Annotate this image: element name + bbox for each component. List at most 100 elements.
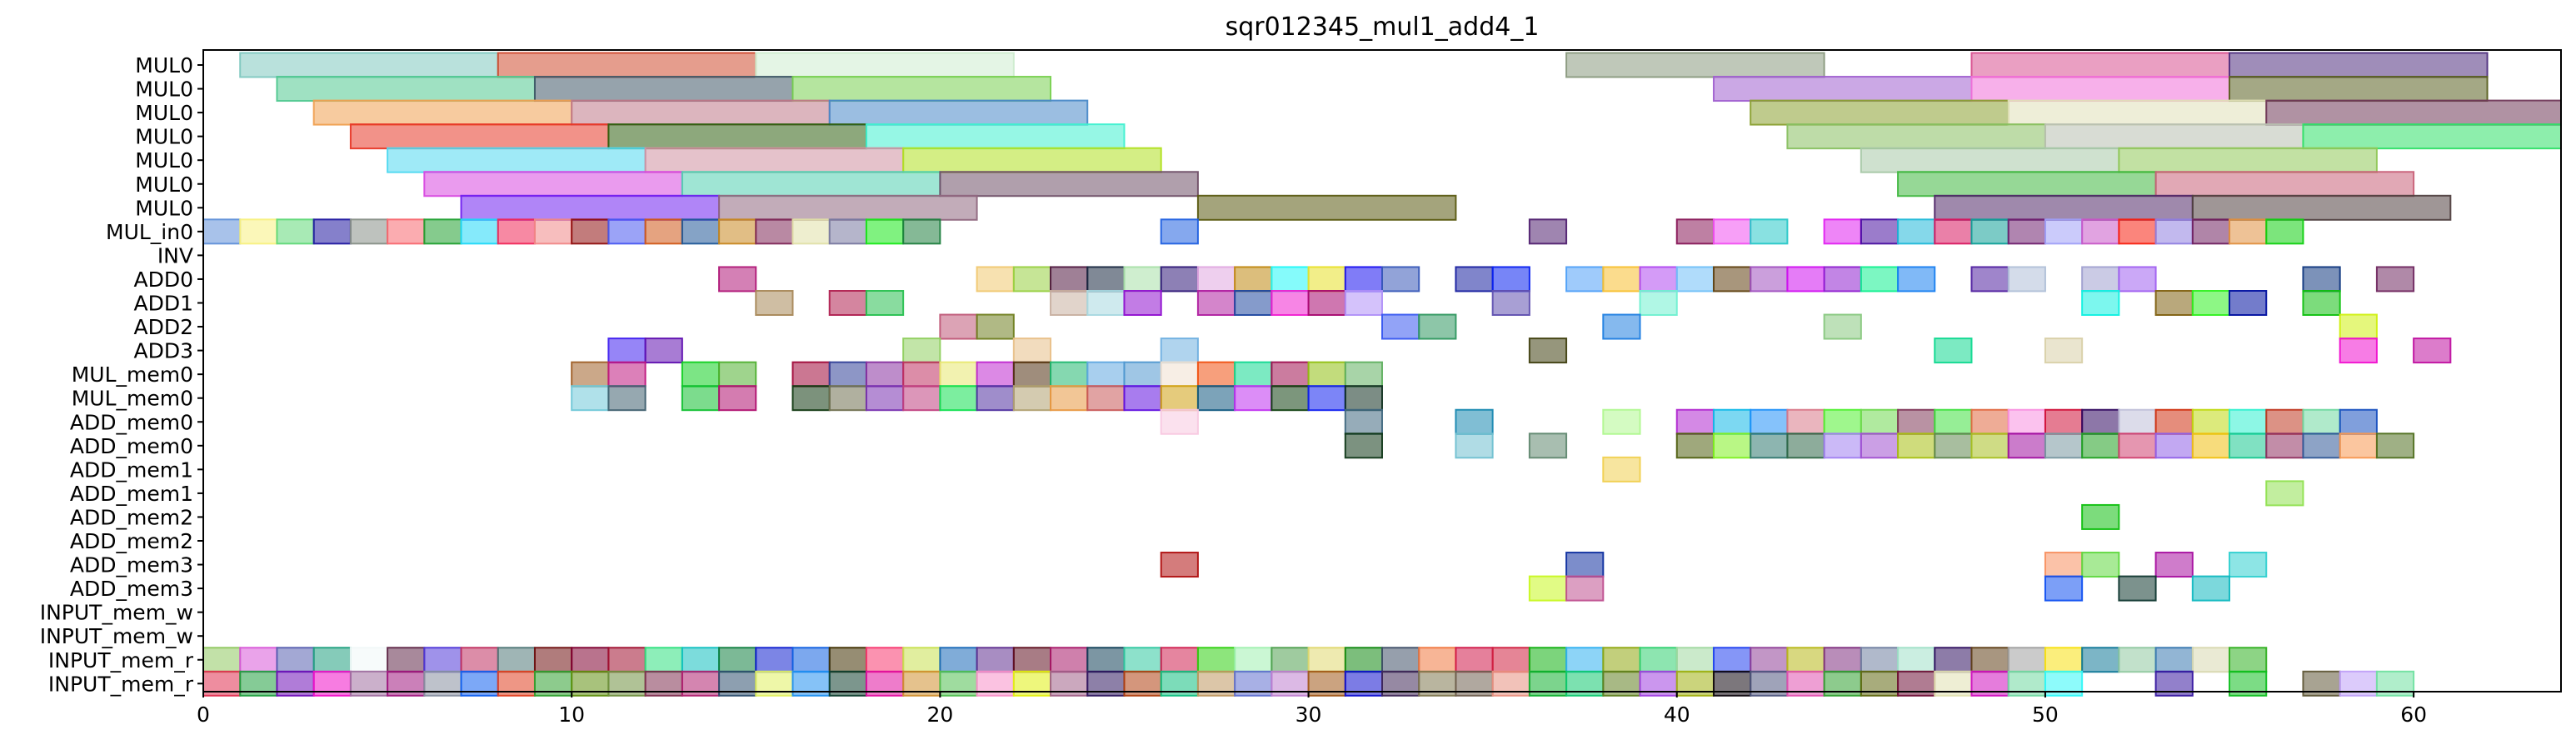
gantt-bar: [533, 218, 573, 245]
gantt-bar: [2154, 408, 2194, 435]
row-label: MUL0: [135, 172, 193, 197]
row-label: ADD_mem2: [70, 505, 193, 529]
gantt-bar: [976, 647, 1015, 673]
gantt-bar: [1234, 290, 1273, 316]
gantt-bar: [1491, 266, 1530, 292]
gantt-bar: [1086, 266, 1126, 292]
gantt-bar: [2191, 290, 2231, 316]
gantt-bar: [791, 647, 831, 673]
gantt-bar: [239, 218, 278, 245]
gantt-bar: [1381, 266, 1420, 292]
gantt-bar: [2229, 218, 2268, 245]
row-label: MUL0: [135, 78, 193, 102]
gantt-bar: [2302, 290, 2341, 316]
gantt-bar: [1602, 266, 1641, 292]
row-label: MUL0: [135, 125, 193, 149]
gantt-bar: [1160, 266, 1199, 292]
gantt-bar: [2154, 432, 2194, 459]
gantt-bar: [1675, 218, 1715, 245]
gantt-bar: [1970, 76, 2231, 102]
gantt-bar: [1012, 338, 1052, 364]
gantt-bar: [791, 361, 831, 388]
gantt-bar: [1050, 290, 1089, 316]
gantt-bar: [2044, 647, 2084, 673]
gantt-bar: [718, 266, 757, 292]
gantt-bar: [1712, 647, 1752, 673]
gantt-bar: [1307, 266, 1346, 292]
gantt-bar: [571, 361, 610, 388]
gantt-bar: [2229, 76, 2489, 102]
gantt-bar: [202, 218, 242, 245]
gantt-bar: [1750, 647, 1789, 673]
gantt-bar: [1271, 266, 1310, 292]
gantt-bar: [2118, 266, 2157, 292]
gantt-bar: [607, 123, 867, 150]
gantt-bar: [939, 171, 1199, 198]
gantt-bar: [1234, 361, 1273, 388]
gantt-bar: [1234, 385, 1273, 412]
gantt-bar: [2265, 408, 2304, 435]
gantt-bar: [939, 313, 978, 340]
gantt-bar: [1897, 218, 1936, 245]
gantt-bar: [1565, 52, 1825, 78]
gantt-bar: [2007, 432, 2046, 459]
gantt-bar: [2007, 218, 2046, 245]
row-label: MUL_mem0: [72, 387, 193, 411]
gantt-bar: [607, 385, 646, 412]
gantt-bar: [828, 647, 867, 673]
gantt-bar: [2265, 432, 2304, 459]
row-label: ADD_mem2: [70, 529, 193, 553]
gantt-bar: [1897, 171, 2157, 198]
gantt-bar: [607, 338, 646, 364]
gantt-bar: [2081, 266, 2120, 292]
gantt-bar: [387, 218, 426, 245]
gantt-bar: [1271, 385, 1310, 412]
gantt-bar: [1823, 313, 1862, 340]
gantt-bar: [607, 361, 646, 388]
gantt-bar: [2081, 408, 2120, 435]
gantt-bar: [1860, 432, 1900, 459]
gantt-bar: [2081, 647, 2120, 673]
gantt-bar: [1970, 218, 2009, 245]
gantt-bar: [1565, 575, 1605, 602]
gantt-bar: [1602, 456, 1641, 482]
gantt-bar: [2154, 647, 2194, 673]
gantt-bar: [1012, 361, 1052, 388]
gantt-bar: [1602, 647, 1641, 673]
row-label: ADD0: [133, 268, 193, 292]
gantt-bar: [2191, 218, 2231, 245]
gantt-bar: [828, 290, 867, 316]
gantt-bar: [2339, 338, 2378, 364]
gantt-bar: [1307, 647, 1346, 673]
row-label: INPUT_mem_w: [40, 601, 193, 625]
gantt-bar: [2081, 432, 2120, 459]
gantt-bar: [1491, 290, 1530, 316]
gantt-bar: [865, 218, 905, 245]
gantt-bar: [1196, 385, 1236, 412]
gantt-bar: [1271, 361, 1310, 388]
gantt-bar: [976, 385, 1015, 412]
gantt-bar: [828, 361, 867, 388]
chart-title: sqr012345_mul1_add4_1: [1226, 12, 1540, 42]
gantt-bar: [939, 385, 978, 412]
gantt-bar: [681, 647, 721, 673]
gantt-bar: [1823, 266, 1862, 292]
gantt-bar: [828, 99, 1089, 126]
gantt-bar: [2044, 218, 2084, 245]
gantt-bar: [276, 647, 315, 673]
gantt-bar: [939, 647, 978, 673]
gantt-bar: [1712, 76, 1973, 102]
gantt-bar: [2229, 408, 2268, 435]
gantt-bar: [2118, 218, 2157, 245]
gantt-bar: [2302, 123, 2562, 150]
gantt-bar: [1455, 408, 1494, 435]
gantt-bar: [1086, 290, 1126, 316]
gantt-bar: [2044, 432, 2084, 459]
gantt-bar: [791, 385, 831, 412]
gantt-bar: [1823, 647, 1862, 673]
gantt-bar: [1418, 647, 1457, 673]
gantt-bar: [902, 647, 941, 673]
gantt-bar: [2339, 432, 2378, 459]
gantt-bar: [865, 385, 905, 412]
gantt-bar: [571, 647, 610, 673]
